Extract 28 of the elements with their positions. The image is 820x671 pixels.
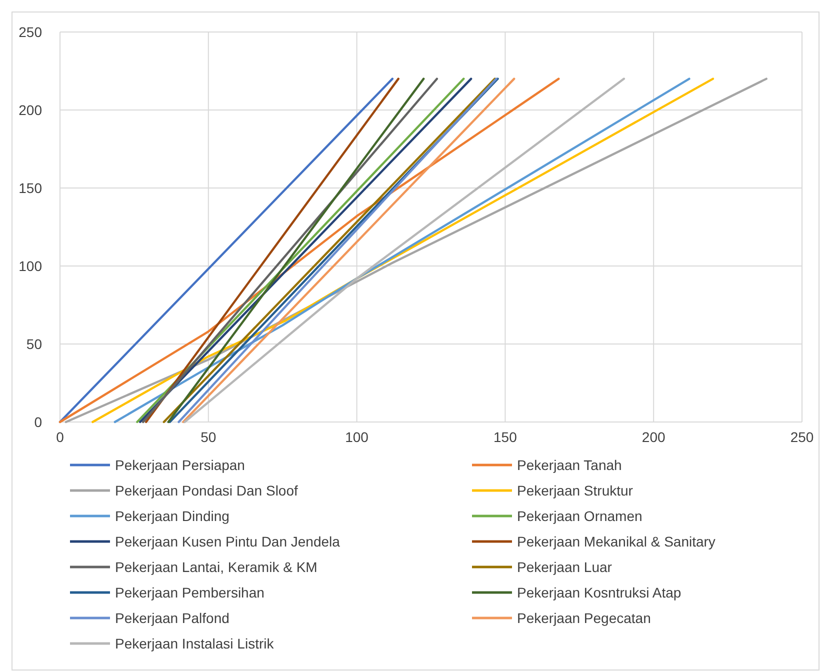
legend-label: Pekerjaan Pembersihan [115,584,264,600]
legend-label: Pekerjaan Palfond [115,610,230,626]
line-series [58,78,560,424]
legend-label: Pekerjaan Luar [517,558,612,575]
legend-label: Pekerjaan Ornamen [517,508,642,524]
legend-label: Pekerjaan Persiapan [115,456,245,473]
legend-label: Pekerjaan Kosntruksi Atap [517,584,682,600]
x-tick-label: 250 [790,429,814,445]
legend-label: Pekerjaan Tanah [517,456,622,473]
y-tick-label: 150 [18,180,42,196]
y-tick-label: 0 [34,414,42,430]
x-tick-label: 50 [200,429,216,445]
legend-label: Pekerjaan Instalasi Listrik [115,635,275,652]
legend-label: Pekerjaan Pondasi Dan Sloof [115,482,298,498]
legend-label: Pekerjaan Lantai, Keramik & KM [115,558,318,575]
x-tick-label: 100 [345,429,369,445]
x-tick-label: 150 [494,429,518,445]
y-tick-label: 50 [26,336,42,352]
legend-label: Pekerjaan Kusen Pintu Dan Jendela [115,533,340,550]
x-tick-label: 200 [642,429,666,445]
legend-label: Pekerjaan Pegecatan [517,610,651,626]
y-tick-label: 200 [18,102,42,118]
x-tick-label: 0 [56,429,64,445]
y-tick-label: 250 [18,24,42,40]
y-tick-label: 100 [18,258,42,274]
legend-label: Pekerjaan Mekanikal & Sanitary [517,533,716,550]
legend-label: Pekerjaan Struktur [517,482,634,498]
legend-label: Pekerjaan Dinding [115,508,230,524]
